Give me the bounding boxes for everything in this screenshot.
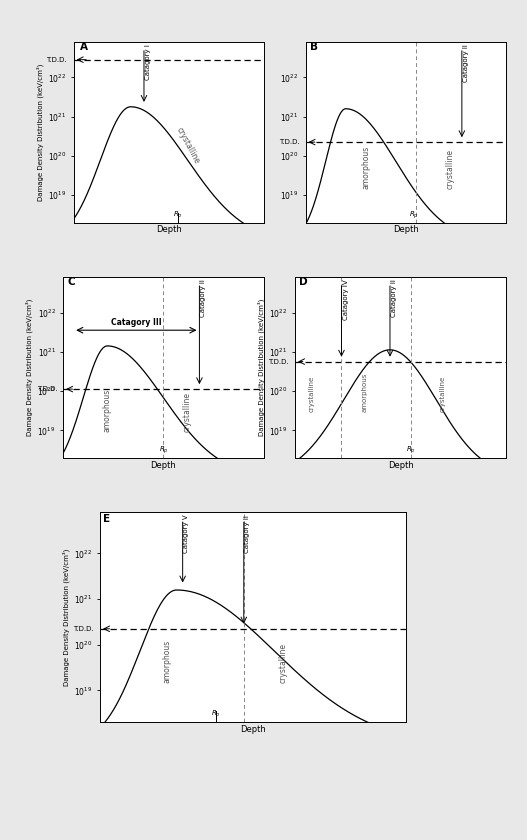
X-axis label: Depth: Depth: [388, 460, 413, 470]
Text: crystalline: crystalline: [445, 150, 454, 189]
Text: T.D.D.: T.D.D.: [36, 386, 57, 392]
Text: T.D.D.: T.D.D.: [73, 626, 94, 632]
Text: amorphous: amorphous: [163, 640, 172, 683]
Text: A: A: [80, 42, 87, 52]
X-axis label: Depth: Depth: [151, 460, 176, 470]
X-axis label: Depth: Depth: [393, 225, 418, 234]
Text: Catagory II: Catagory II: [463, 44, 469, 81]
Text: $R_p$: $R_p$: [159, 444, 168, 456]
Text: D: D: [299, 277, 308, 287]
Text: Catagory II: Catagory II: [391, 279, 397, 317]
Text: T.D.D.: T.D.D.: [268, 359, 289, 365]
Text: amorphous: amorphous: [362, 372, 368, 412]
X-axis label: Depth: Depth: [156, 225, 181, 234]
X-axis label: Depth: Depth: [240, 725, 266, 734]
Text: $R_p$: $R_p$: [409, 209, 418, 221]
Text: T.D.D.: T.D.D.: [279, 139, 300, 145]
Text: T.D.D.: T.D.D.: [45, 56, 66, 63]
Text: amorphous: amorphous: [103, 389, 112, 433]
Text: amorphous: amorphous: [361, 146, 370, 189]
Text: C: C: [67, 277, 75, 287]
Text: $R_p$: $R_p$: [406, 444, 416, 456]
Text: $R_p$: $R_p$: [211, 709, 221, 720]
Y-axis label: Damage Density Distribution (keV/cm³): Damage Density Distribution (keV/cm³): [63, 549, 70, 686]
Text: crystalline: crystalline: [279, 643, 288, 683]
Text: Catagory III: Catagory III: [111, 318, 162, 327]
Text: crystalline: crystalline: [309, 375, 315, 412]
Text: Catagory II: Catagory II: [244, 515, 250, 553]
Text: Catagory II: Catagory II: [200, 279, 207, 317]
Text: $R_p$: $R_p$: [173, 209, 183, 221]
Text: crystalline: crystalline: [183, 392, 192, 433]
Text: B: B: [310, 42, 318, 52]
Y-axis label: Damage Density Distribution (keV/cm³): Damage Density Distribution (keV/cm³): [36, 64, 44, 201]
Text: Catagory IV: Catagory IV: [343, 279, 349, 320]
Y-axis label: Damage Density Distribution (keV/cm³): Damage Density Distribution (keV/cm³): [26, 299, 33, 436]
Y-axis label: Damage Density Distribution (keV/cm³): Damage Density Distribution (keV/cm³): [258, 299, 265, 436]
Text: crystalline: crystalline: [174, 126, 201, 165]
Text: crystalline: crystalline: [440, 375, 446, 412]
Text: Catagory I: Catagory I: [145, 44, 151, 80]
Text: Catagory V: Catagory V: [183, 515, 189, 554]
Text: E: E: [103, 513, 110, 523]
